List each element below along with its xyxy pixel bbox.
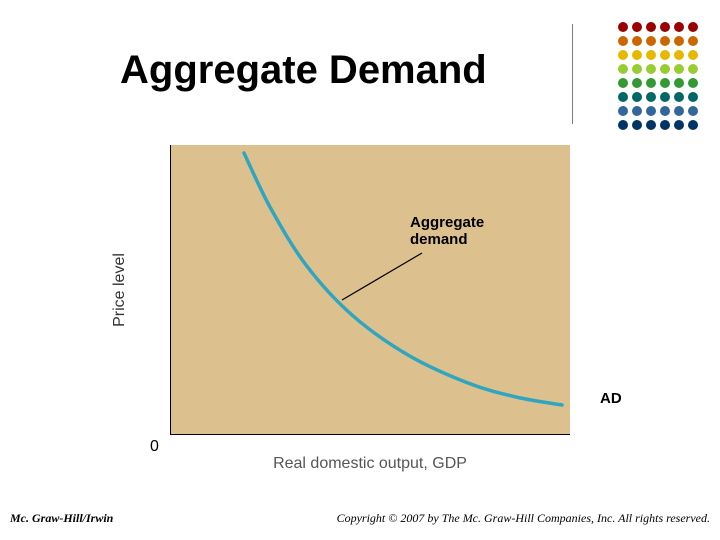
footer-copyright: Copyright © 2007 by The Mc. Graw-Hill Co… [337,511,710,526]
slide-title: Aggregate Demand [120,48,487,93]
curve-annotation-line2: demand [410,231,468,248]
x-axis-label: Real domestic output, GDP [273,455,467,473]
y-axis-label: Price level [111,253,129,327]
chart-svg [170,145,570,435]
decorative-dot-grid [618,22,698,134]
curve-annotation: Aggregate demand [410,215,484,248]
title-divider [572,24,573,124]
curve-annotation-line1: Aggregate [410,214,484,231]
origin-label: 0 [150,438,159,456]
curve-end-label: AD [600,390,622,407]
ad-chart: Price level 0 Aggregate demand AD Real d… [90,135,620,495]
footer-publisher: Mc. Graw-Hill/Irwin [10,511,113,526]
